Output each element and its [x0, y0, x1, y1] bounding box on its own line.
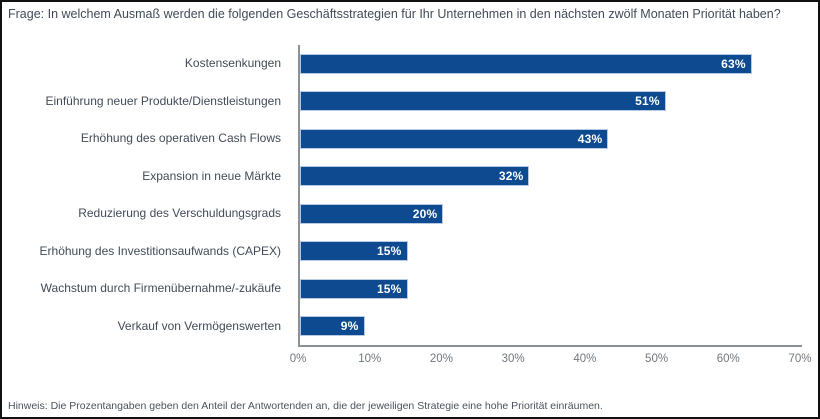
- bar-value-label: 20%: [412, 206, 438, 221]
- category-label: Erhöhung des Investitionsaufwands (CAPEX…: [39, 243, 281, 258]
- bar: 9%: [300, 316, 365, 337]
- bar-value-label: 15%: [376, 281, 402, 296]
- bar: 15%: [300, 241, 408, 262]
- category-label: Expansion in neue Märkte: [142, 168, 281, 183]
- bar-value-label: 43%: [577, 131, 603, 146]
- footnote-text: Hinweis: Die Prozentangaben geben den An…: [8, 400, 603, 412]
- x-tick-label: 10%: [358, 353, 382, 365]
- x-tick-label: 30%: [501, 353, 525, 365]
- bar: 15%: [300, 278, 408, 299]
- bar-value-label: 63%: [721, 56, 746, 71]
- bar-row: 9%: [300, 308, 802, 346]
- bar: 20%: [300, 203, 444, 224]
- plot-area: 63% 51% 43% 32% 20% 15% 15% 9%: [298, 45, 802, 347]
- category-label: Verkauf von Vermögenswerten: [117, 318, 281, 333]
- chart-question-text: Frage: In welchem Ausmaß werden die folg…: [8, 7, 781, 21]
- bar: 63%: [300, 53, 752, 74]
- x-axis-tick-labels: 0% 10% 20% 30% 40% 50% 60% 70%: [290, 353, 812, 369]
- bar-value-label: 51%: [635, 94, 660, 109]
- bar: 43%: [300, 128, 609, 149]
- x-tick-label: 50%: [645, 353, 669, 365]
- x-tick-label: 0%: [289, 353, 307, 365]
- bar-row: 63%: [300, 45, 802, 83]
- x-tick-label: 70%: [788, 353, 812, 365]
- category-label: Einführung neuer Produkte/Dienstleistung…: [45, 93, 282, 108]
- bar: 51%: [300, 91, 666, 112]
- x-tick-label: 40%: [573, 353, 597, 365]
- x-tick-label: 20%: [429, 353, 453, 365]
- bar-row: 20%: [300, 195, 802, 233]
- bar: 32%: [300, 166, 530, 187]
- category-labels-column: Kostensenkungen Einführung neuer Produkte…: [2, 45, 290, 345]
- bar-row: 32%: [300, 158, 802, 196]
- category-label: Reduzierung des Verschuldungsgrads: [78, 206, 281, 221]
- category-label: Kostensenkungen: [184, 56, 281, 71]
- bar-value-label: 15%: [376, 244, 402, 259]
- bar-value-label: 9%: [340, 319, 359, 334]
- category-label: Wachstum durch Firmenübernahme/-zukäufe: [40, 281, 281, 296]
- bar-row: 15%: [300, 270, 802, 308]
- bar-value-label: 32%: [498, 169, 524, 184]
- bar-row: 43%: [300, 120, 802, 158]
- bar-row: 51%: [300, 83, 802, 121]
- bar-row: 15%: [300, 233, 802, 271]
- category-label: Erhöhung des operativen Cash Flows: [80, 131, 281, 146]
- x-tick-label: 60%: [716, 353, 740, 365]
